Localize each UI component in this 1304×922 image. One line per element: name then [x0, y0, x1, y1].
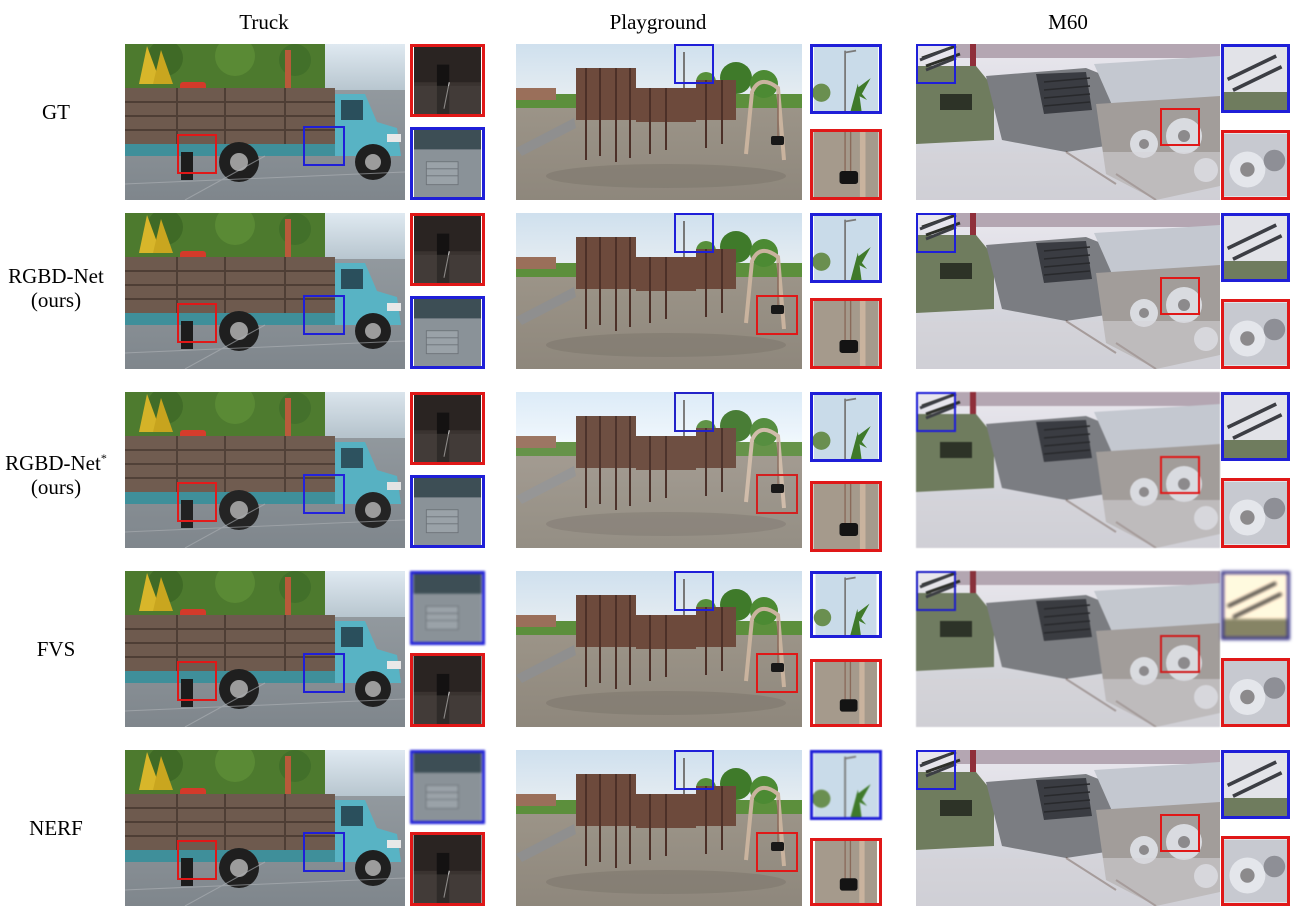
panel-fvs-playground [516, 571, 802, 727]
crop-rgbd-star-truck-blue [410, 475, 485, 548]
row-label-rgbd-net-star-line2: (ours) [30, 475, 82, 499]
panel-rgbd-m60 [916, 213, 1220, 369]
crop-rgbd-star-m60-blue [1221, 392, 1290, 461]
panel-gt-playground [516, 44, 802, 200]
row-label-rgbd-net-star-name: RGBD-Net [5, 451, 101, 475]
crop-fvs-m60-blue [1221, 571, 1290, 640]
crop-nerf-truck-red [410, 832, 485, 906]
panel-fvs-truck [125, 571, 405, 727]
crop-fvs-playground-red [810, 659, 882, 727]
crop-fvs-truck-blue [410, 571, 485, 645]
m60-image [916, 750, 1220, 906]
panel-nerf-playground [516, 750, 802, 906]
crop-gt-playground-blue [810, 44, 882, 114]
crop-fvs-m60-red [1221, 658, 1290, 727]
crop-rgbd-star-truck-red [410, 392, 485, 465]
row-label-rgbd-net-star-line1: RGBD-Net* [0, 446, 112, 475]
truck-image [125, 392, 405, 548]
row-label-rgbd-net-line1: RGBD-Net [8, 264, 104, 288]
playground-image [516, 571, 802, 727]
panel-gt-truck [125, 44, 405, 200]
panel-nerf-truck [125, 750, 405, 906]
row-label-nerf: NERF [0, 816, 112, 840]
panel-rgbd-playground [516, 213, 802, 369]
panel-rgbd-star-truck [125, 392, 405, 548]
playground-image [516, 213, 802, 369]
crop-gt-playground-red [810, 129, 882, 200]
crop-fvs-truck-red [410, 653, 485, 727]
playground-image [516, 750, 802, 906]
truck-image [125, 750, 405, 906]
playground-image [516, 392, 802, 548]
panel-rgbd-truck [125, 213, 405, 369]
column-header-m60: M60 [1048, 10, 1088, 34]
panel-rgbd-star-m60 [916, 392, 1220, 548]
row-label-fvs-text: FVS [36, 637, 76, 661]
row-label-rgbd-net-star: RGBD-Net* (ours) [0, 446, 112, 499]
truck-image [125, 571, 405, 727]
m60-image [916, 44, 1220, 200]
crop-nerf-truck-blue [410, 750, 485, 824]
m60-image [916, 571, 1220, 727]
crop-gt-truck-red [410, 44, 485, 117]
panel-gt-m60 [916, 44, 1220, 200]
panel-fvs-m60 [916, 571, 1220, 727]
crop-rgbd-star-playground-blue [810, 392, 882, 462]
crop-rgbd-playground-red [810, 298, 882, 369]
crop-rgbd-star-playground-red [810, 481, 882, 552]
column-header-playground: Playground [609, 10, 707, 34]
crop-rgbd-star-m60-red [1221, 478, 1290, 548]
truck-image [125, 213, 405, 369]
crop-nerf-m60-blue [1221, 750, 1290, 819]
m60-image [916, 213, 1220, 369]
crop-gt-m60-red [1221, 130, 1290, 200]
crop-rgbd-truck-red [410, 213, 485, 286]
row-label-rgbd-net-line2: (ours) [30, 288, 82, 312]
row-label-rgbd-net: RGBD-Net (ours) [0, 264, 112, 312]
crop-gt-m60-blue [1221, 44, 1290, 113]
crop-rgbd-m60-blue [1221, 213, 1290, 282]
crop-rgbd-playground-blue [810, 213, 882, 283]
row-label-nerf-text: NERF [29, 816, 83, 840]
crop-rgbd-m60-red [1221, 299, 1290, 369]
crop-nerf-m60-red [1221, 836, 1290, 906]
panel-nerf-m60 [916, 750, 1220, 906]
crop-nerf-playground-red [810, 838, 882, 906]
row-label-fvs: FVS [0, 637, 112, 661]
playground-image [516, 44, 802, 200]
m60-image [916, 392, 1220, 548]
row-label-rgbd-net-star-sup: * [100, 451, 107, 465]
crop-gt-truck-blue [410, 127, 485, 200]
column-header-truck: Truck [239, 10, 289, 34]
crop-fvs-playground-blue [810, 571, 882, 638]
crop-rgbd-truck-blue [410, 296, 485, 369]
panel-rgbd-star-playground [516, 392, 802, 548]
row-label-gt: GT [0, 100, 112, 124]
truck-image [125, 44, 405, 200]
row-label-gt-text: GT [42, 100, 70, 124]
crop-nerf-playground-blue [810, 750, 882, 820]
